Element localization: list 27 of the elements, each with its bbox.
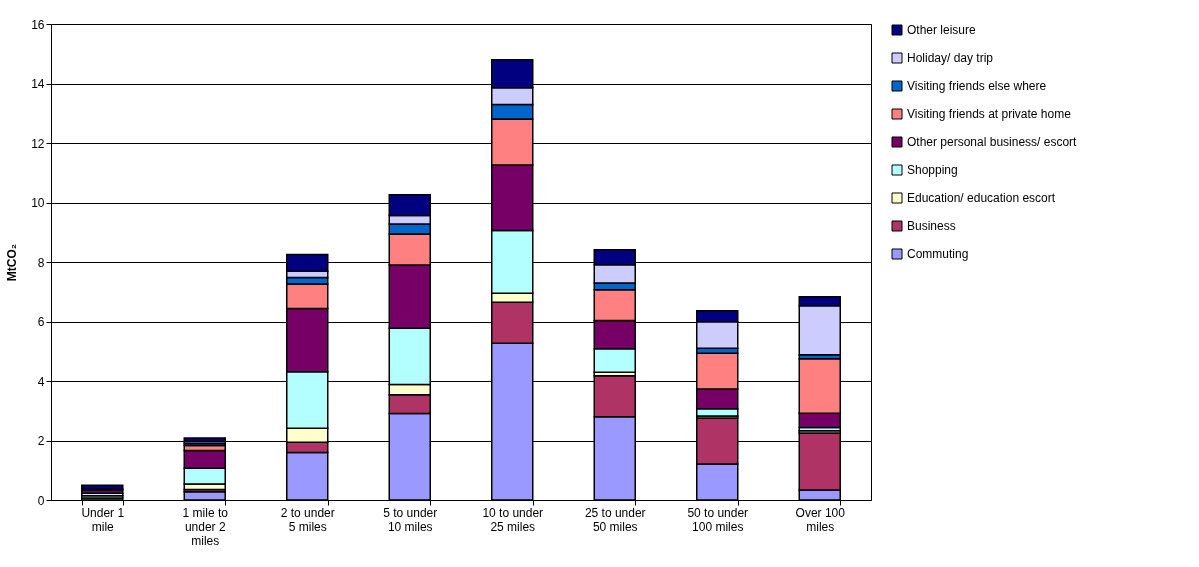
y-tick-label: 4: [37, 374, 45, 389]
x-tick-label: 10 to under 25 miles: [482, 505, 544, 534]
x-tick-label: 5 to under 10 miles: [383, 505, 438, 534]
y-tick-label: 2: [37, 434, 45, 448]
y-tick-label: 10: [31, 196, 45, 210]
legend-label: Commuting: [907, 247, 969, 261]
y-tick-label: 12: [31, 136, 45, 151]
x-tick-label: 2 to under 5 miles: [280, 505, 335, 534]
y-tick-label: 16: [31, 17, 45, 32]
y-axis-title: MtCO₂: [5, 243, 20, 282]
legend-label: Other leisure: [907, 23, 977, 37]
legend-label: Shopping: [907, 163, 958, 177]
legend-label: Other personal business/ escort: [907, 135, 1078, 149]
y-tick-label: 14: [31, 77, 45, 91]
legend-label: Visiting friends at private home: [907, 107, 1072, 121]
legend-label: Visiting friends else where: [907, 79, 1047, 93]
y-tick-label: 8: [37, 255, 45, 270]
x-tick-label: Under 1 mile: [81, 505, 125, 534]
y-tick-label: 0: [37, 493, 45, 508]
x-tick-label: Over 100 miles: [795, 505, 846, 534]
x-tick-label: 50 to under 100 miles: [687, 505, 749, 534]
legend-label: Education/ education escort: [907, 191, 1056, 205]
x-tick-label: 1 mile to under 2 miles: [182, 505, 229, 548]
x-tick-label: 25 to under 50 miles: [584, 505, 646, 534]
y-tick-label: 6: [37, 315, 45, 329]
legend-label: Business: [907, 219, 956, 233]
legend-label: Holiday/ day trip: [907, 51, 994, 65]
